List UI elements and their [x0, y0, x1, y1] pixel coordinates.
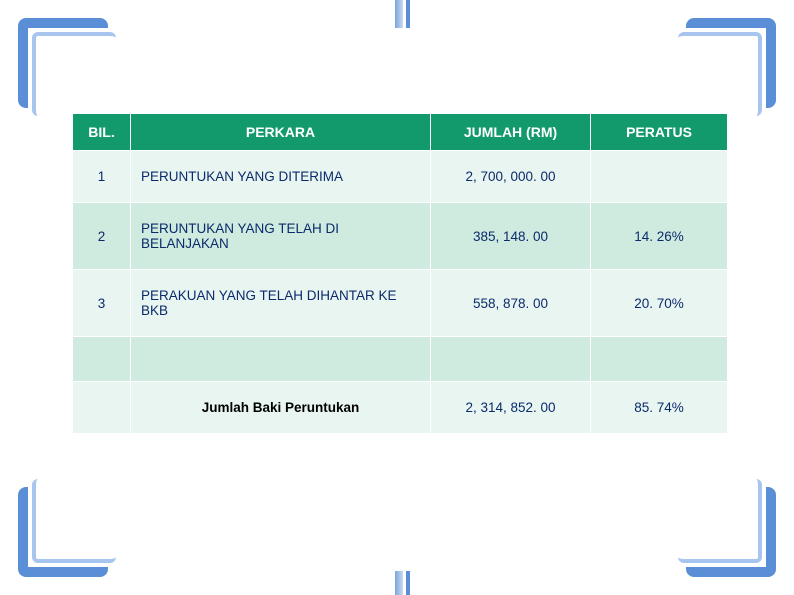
- cell-peratus: 14. 26%: [591, 203, 728, 270]
- page-edge-decor: [406, 571, 410, 595]
- cell-empty: [131, 337, 431, 382]
- cell-perkara: PERUNTUKAN YANG TELAH DI BELANJAKAN: [131, 203, 431, 270]
- cell-jumlah: 558, 878. 00: [431, 270, 591, 337]
- table-row: 1 PERUNTUKAN YANG DITERIMA 2, 700, 000. …: [73, 151, 728, 203]
- allocation-table: BIL. PERKARA JUMLAH (RM) PERATUS 1 PERUN…: [72, 113, 727, 434]
- cell-total-jumlah: 2, 314, 852. 00: [431, 382, 591, 434]
- cell-empty: [73, 382, 131, 434]
- col-header-jumlah: JUMLAH (RM): [431, 114, 591, 151]
- corner-bracket-bottom-left: [18, 487, 108, 577]
- corner-bracket-top-left: [18, 18, 108, 108]
- cell-bil: 1: [73, 151, 131, 203]
- page-edge-decor: [395, 0, 403, 28]
- cell-jumlah: 385, 148. 00: [431, 203, 591, 270]
- table-row-total: Jumlah Baki Peruntukan 2, 314, 852. 00 8…: [73, 382, 728, 434]
- col-header-bil: BIL.: [73, 114, 131, 151]
- corner-bracket-top-right: [686, 18, 776, 108]
- table-row: 3 PERAKUAN YANG TELAH DIHANTAR KE BKB 55…: [73, 270, 728, 337]
- table-row-spacer: [73, 337, 728, 382]
- cell-perkara: PERAKUAN YANG TELAH DIHANTAR KE BKB: [131, 270, 431, 337]
- cell-peratus: [591, 151, 728, 203]
- col-header-peratus: PERATUS: [591, 114, 728, 151]
- corner-bracket-bottom-right: [686, 487, 776, 577]
- cell-empty: [431, 337, 591, 382]
- table-row: 2 PERUNTUKAN YANG TELAH DI BELANJAKAN 38…: [73, 203, 728, 270]
- cell-bil: 3: [73, 270, 131, 337]
- cell-total-peratus: 85. 74%: [591, 382, 728, 434]
- col-header-perkara: PERKARA: [131, 114, 431, 151]
- cell-empty: [591, 337, 728, 382]
- page-edge-decor: [395, 571, 403, 595]
- page-edge-decor: [406, 0, 410, 28]
- cell-jumlah: 2, 700, 000. 00: [431, 151, 591, 203]
- cell-perkara: PERUNTUKAN YANG DITERIMA: [131, 151, 431, 203]
- cell-peratus: 20. 70%: [591, 270, 728, 337]
- table-header-row: BIL. PERKARA JUMLAH (RM) PERATUS: [73, 114, 728, 151]
- cell-empty: [73, 337, 131, 382]
- cell-bil: 2: [73, 203, 131, 270]
- cell-total-label: Jumlah Baki Peruntukan: [131, 382, 431, 434]
